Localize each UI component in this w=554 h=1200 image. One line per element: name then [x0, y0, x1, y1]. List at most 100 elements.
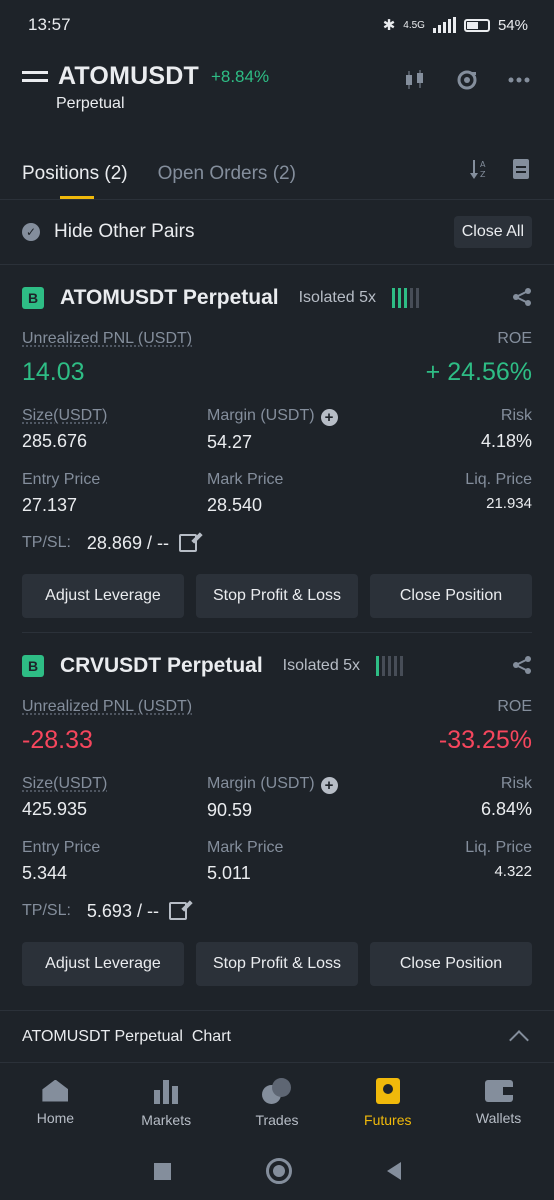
liq-price-value: 21.934	[486, 495, 532, 512]
unrealized-pnl-value: -28.33	[22, 726, 93, 754]
share-icon[interactable]	[512, 655, 532, 680]
hide-other-pairs-label: Hide Other Pairs	[54, 221, 195, 242]
unrealized-pnl-value: 14.03	[22, 358, 85, 386]
margin-value: 90.59	[207, 800, 253, 820]
tpsl-label: TP/SL:	[22, 902, 71, 919]
risk-value: 6.84%	[480, 799, 532, 819]
risk-label: Risk	[500, 407, 532, 424]
liq-price-value: 4.322	[494, 863, 532, 880]
swap-pair-icon[interactable]	[22, 67, 48, 87]
roe-label: ROE	[497, 330, 532, 347]
wallet-icon	[484, 1079, 513, 1102]
battery-icon	[463, 18, 490, 32]
chart-bar-label: ATOMUSDT Perpetual Chart	[22, 1027, 231, 1045]
mark-price-label: Mark Price	[207, 471, 284, 488]
more-options-icon[interactable]	[506, 68, 532, 92]
nav-label: Trades	[255, 1111, 299, 1128]
entry-price-value: 27.137	[22, 495, 78, 515]
add-margin-icon[interactable]: +	[320, 777, 338, 794]
status-icons: ✱ 4.5G 54%	[383, 16, 528, 35]
filter-row: ✓ Hide Other Pairs Close All	[0, 200, 554, 265]
hide-other-pairs-toggle[interactable]: ✓ Hide Other Pairs	[22, 221, 194, 243]
risk-value: 4.18%	[480, 431, 532, 451]
coins-icon	[261, 1077, 292, 1104]
edit-tpsl-icon[interactable]	[178, 534, 197, 552]
mark-price-value: 5.011	[207, 863, 251, 883]
nav-home[interactable]: Home	[0, 1063, 111, 1142]
close-position-button[interactable]: Close Position	[370, 574, 532, 618]
position-card: B ATOMUSDT Perpetual Isolated 5x Unreali…	[0, 265, 554, 632]
adjust-leverage-button[interactable]: Adjust Leverage	[22, 574, 184, 618]
margin-mode-tag: Isolated 5x	[282, 656, 361, 674]
calculator-icon[interactable]	[454, 68, 480, 92]
svg-text:Z: Z	[480, 170, 486, 179]
nav-label: Markets	[141, 1111, 192, 1128]
network-type: 4.5G	[403, 19, 425, 31]
recent-apps-icon[interactable]	[153, 1162, 171, 1180]
risk-label: Risk	[500, 775, 532, 792]
svg-text:A: A	[480, 160, 486, 169]
history-document-icon[interactable]	[512, 158, 530, 185]
stop-profit-loss-button[interactable]: Stop Profit & Loss	[196, 942, 358, 986]
checkbox-checked-icon[interactable]: ✓	[22, 223, 40, 241]
margin-label: Margin (USDT) +	[207, 407, 370, 426]
price-change: +8.84%	[210, 66, 270, 86]
share-icon[interactable]	[512, 287, 532, 312]
position-side-badge: B	[22, 286, 44, 309]
roe-label: ROE	[497, 698, 532, 715]
margin-value: 54.27	[207, 432, 253, 452]
bottom-nav: Home Markets Trades Futures Wallets	[0, 1062, 554, 1142]
tab-open-orders[interactable]: Open Orders (2)	[157, 163, 296, 184]
back-icon[interactable]	[386, 1162, 401, 1180]
liq-price-label: Liq. Price	[465, 839, 532, 856]
tpsl-value: 28.869 / --	[86, 532, 169, 553]
position-side-badge: B	[22, 654, 44, 677]
home-circle-icon[interactable]	[265, 1158, 292, 1184]
entry-price-value: 5.344	[22, 863, 68, 883]
position-card: B CRVUSDT Perpetual Isolated 5x Unrealiz…	[0, 633, 554, 1000]
nav-label: Futures	[364, 1111, 412, 1128]
risk-meter	[376, 655, 404, 676]
tpsl-value: 5.693 / --	[86, 900, 159, 921]
add-margin-icon[interactable]: +	[320, 409, 338, 426]
chart-toggle-bar[interactable]: ATOMUSDT Perpetual Chart	[0, 1010, 554, 1062]
edit-tpsl-icon[interactable]	[168, 902, 187, 920]
mark-price-label: Mark Price	[207, 839, 284, 856]
margin-mode-tag: Isolated 5x	[298, 288, 376, 306]
roe-value: + 24.56%	[425, 358, 532, 386]
tpsl-row: TP/SL: 5.693 / --	[22, 898, 532, 924]
size-label: Size(USDT)	[22, 407, 108, 424]
futures-icon	[375, 1077, 400, 1104]
tpsl-row: TP/SL: 28.869 / --	[22, 530, 532, 556]
size-label: Size(USDT)	[22, 775, 108, 792]
size-value: 285.676	[22, 431, 88, 451]
battery-level: 54%	[497, 16, 528, 34]
entry-price-label: Entry Price	[22, 839, 101, 856]
mark-price-value: 28.540	[207, 495, 263, 515]
close-all-button[interactable]: Close All	[453, 216, 532, 248]
entry-price-label: Entry Price	[22, 471, 101, 488]
stop-profit-loss-button[interactable]: Stop Profit & Loss	[196, 574, 358, 618]
close-position-button[interactable]: Close Position	[370, 942, 532, 986]
liq-price-label: Liq. Price	[465, 471, 532, 488]
nav-trades[interactable]: Trades	[222, 1063, 333, 1142]
roe-value: -33.25%	[438, 726, 532, 754]
adjust-leverage-button[interactable]: Adjust Leverage	[22, 942, 184, 986]
margin-label: Margin (USDT) +	[207, 775, 370, 794]
tpsl-label: TP/SL:	[22, 534, 71, 551]
position-title[interactable]: ATOMUSDT Perpetual	[60, 285, 279, 309]
status-time: 13:57	[28, 15, 71, 34]
unrealized-pnl-label: Unrealized PNL (USDT)	[22, 698, 193, 715]
nav-wallets[interactable]: Wallets	[443, 1063, 554, 1142]
nav-label: Wallets	[475, 1109, 522, 1126]
chevron-up-icon[interactable]	[509, 1029, 529, 1050]
nav-markets[interactable]: Markets	[111, 1063, 222, 1142]
candlestick-chart-icon[interactable]	[402, 68, 428, 92]
position-title[interactable]: CRVUSDT Perpetual	[60, 653, 263, 677]
nav-futures[interactable]: Futures	[332, 1063, 443, 1142]
bar-chart-icon	[154, 1078, 179, 1104]
tab-positions[interactable]: Positions (2)	[22, 163, 128, 199]
status-bar: 13:57 ✱ 4.5G 54%	[0, 0, 554, 50]
symbol-title[interactable]: ATOMUSDT	[58, 62, 199, 90]
